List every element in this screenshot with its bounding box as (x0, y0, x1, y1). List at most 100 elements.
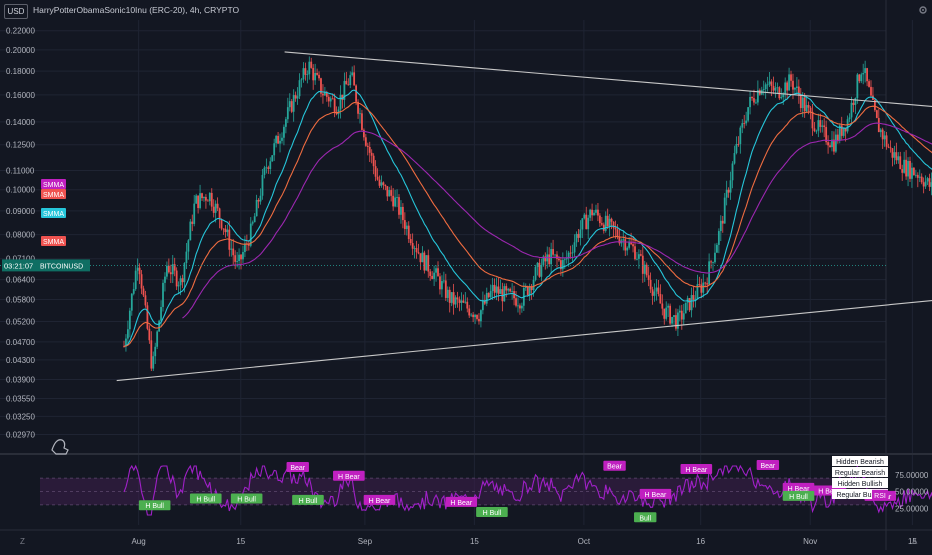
candle-body (895, 152, 897, 160)
candle-body (158, 321, 160, 332)
candle-body (578, 234, 580, 238)
candle-body (289, 101, 291, 107)
candle-body (271, 155, 273, 161)
candle-body (143, 289, 145, 296)
candle-body (843, 128, 845, 136)
candle-body (579, 229, 581, 237)
candle-body (443, 281, 445, 282)
price-tick-label: 0.14000 (6, 118, 35, 127)
candle-body (135, 271, 137, 289)
candle-body (170, 272, 172, 274)
candle-body (310, 62, 312, 68)
candle-body (182, 278, 184, 282)
candle-body (412, 243, 414, 249)
candle-body (511, 291, 513, 292)
candle-body (827, 142, 829, 145)
candle-body (131, 294, 133, 311)
candle-body (618, 237, 620, 243)
candle-body (437, 268, 439, 276)
candle-body (897, 156, 899, 160)
candle-body (180, 278, 182, 285)
candle-body (638, 254, 640, 259)
candle-body (474, 315, 476, 317)
candle-body (353, 72, 355, 85)
candle-body (611, 219, 613, 222)
candle-body (776, 87, 778, 88)
candle-body (308, 62, 310, 75)
candle-body (383, 182, 385, 185)
candle-body (753, 98, 755, 102)
candle-body (258, 200, 260, 202)
candle-body (747, 107, 749, 120)
candle-body (775, 88, 777, 91)
candle-body (929, 178, 931, 187)
candle-body (595, 210, 597, 213)
candle-body (882, 130, 884, 140)
price-tick-label: 0.20000 (6, 46, 35, 55)
candle-body (468, 309, 470, 316)
candle-body (287, 107, 289, 119)
candle-body (915, 175, 917, 176)
candle-body (152, 356, 154, 368)
candle-body (334, 99, 336, 113)
candle-body (886, 135, 888, 146)
candle-body (480, 310, 482, 321)
candle-body (267, 167, 269, 169)
candle-body (702, 283, 704, 293)
candle-body (275, 136, 277, 143)
candle-body (648, 275, 650, 280)
time-tick-label: 15 (236, 537, 245, 546)
candle-body (503, 286, 505, 301)
candle-body (281, 138, 283, 141)
candle-body (815, 131, 817, 132)
candle-body (778, 87, 780, 98)
candle-body (790, 74, 792, 80)
candle-body (745, 121, 747, 124)
candle-body (909, 161, 911, 179)
candle-body (712, 262, 714, 263)
candle-body (767, 84, 769, 85)
candle-body (488, 293, 490, 297)
price-tick-label: 0.05800 (6, 296, 35, 305)
candle-body (414, 248, 416, 249)
candle-body (640, 254, 642, 256)
currency-badge[interactable]: USD (4, 4, 28, 19)
candle-body (260, 196, 262, 202)
candle-body (693, 295, 695, 300)
candle-body (312, 68, 314, 80)
divergence-label: H Bull (483, 510, 502, 517)
settings-gear-icon[interactable] (917, 4, 929, 16)
candle-body (794, 88, 796, 90)
candle-body (392, 196, 394, 207)
candle-body (835, 135, 837, 152)
candle-body (141, 274, 143, 288)
candle-body (406, 226, 408, 229)
candle-body (907, 161, 909, 177)
candle-body (540, 265, 542, 277)
candle-body (792, 81, 794, 90)
candle-body (823, 125, 825, 127)
divergence-label: H Bull (237, 497, 256, 504)
candle-body (739, 128, 741, 144)
candle-body (919, 177, 921, 178)
divergence-label: H Bull (789, 494, 808, 501)
candle-body (505, 286, 507, 290)
candle-body (213, 207, 215, 213)
candle-body (644, 265, 646, 274)
candle-body (388, 190, 390, 196)
candle-body (232, 249, 234, 256)
candle-body (492, 285, 494, 291)
divergence-label: H Bear (685, 467, 707, 474)
candle-body (564, 259, 566, 260)
candle-body (570, 253, 572, 254)
candle-body (217, 204, 219, 209)
candle-body (211, 193, 213, 207)
candle-body (642, 256, 644, 274)
candle-body (332, 98, 334, 99)
candle-body (572, 252, 574, 253)
candle-body (203, 197, 205, 198)
candle-body (168, 266, 170, 272)
candle-body (299, 80, 301, 96)
